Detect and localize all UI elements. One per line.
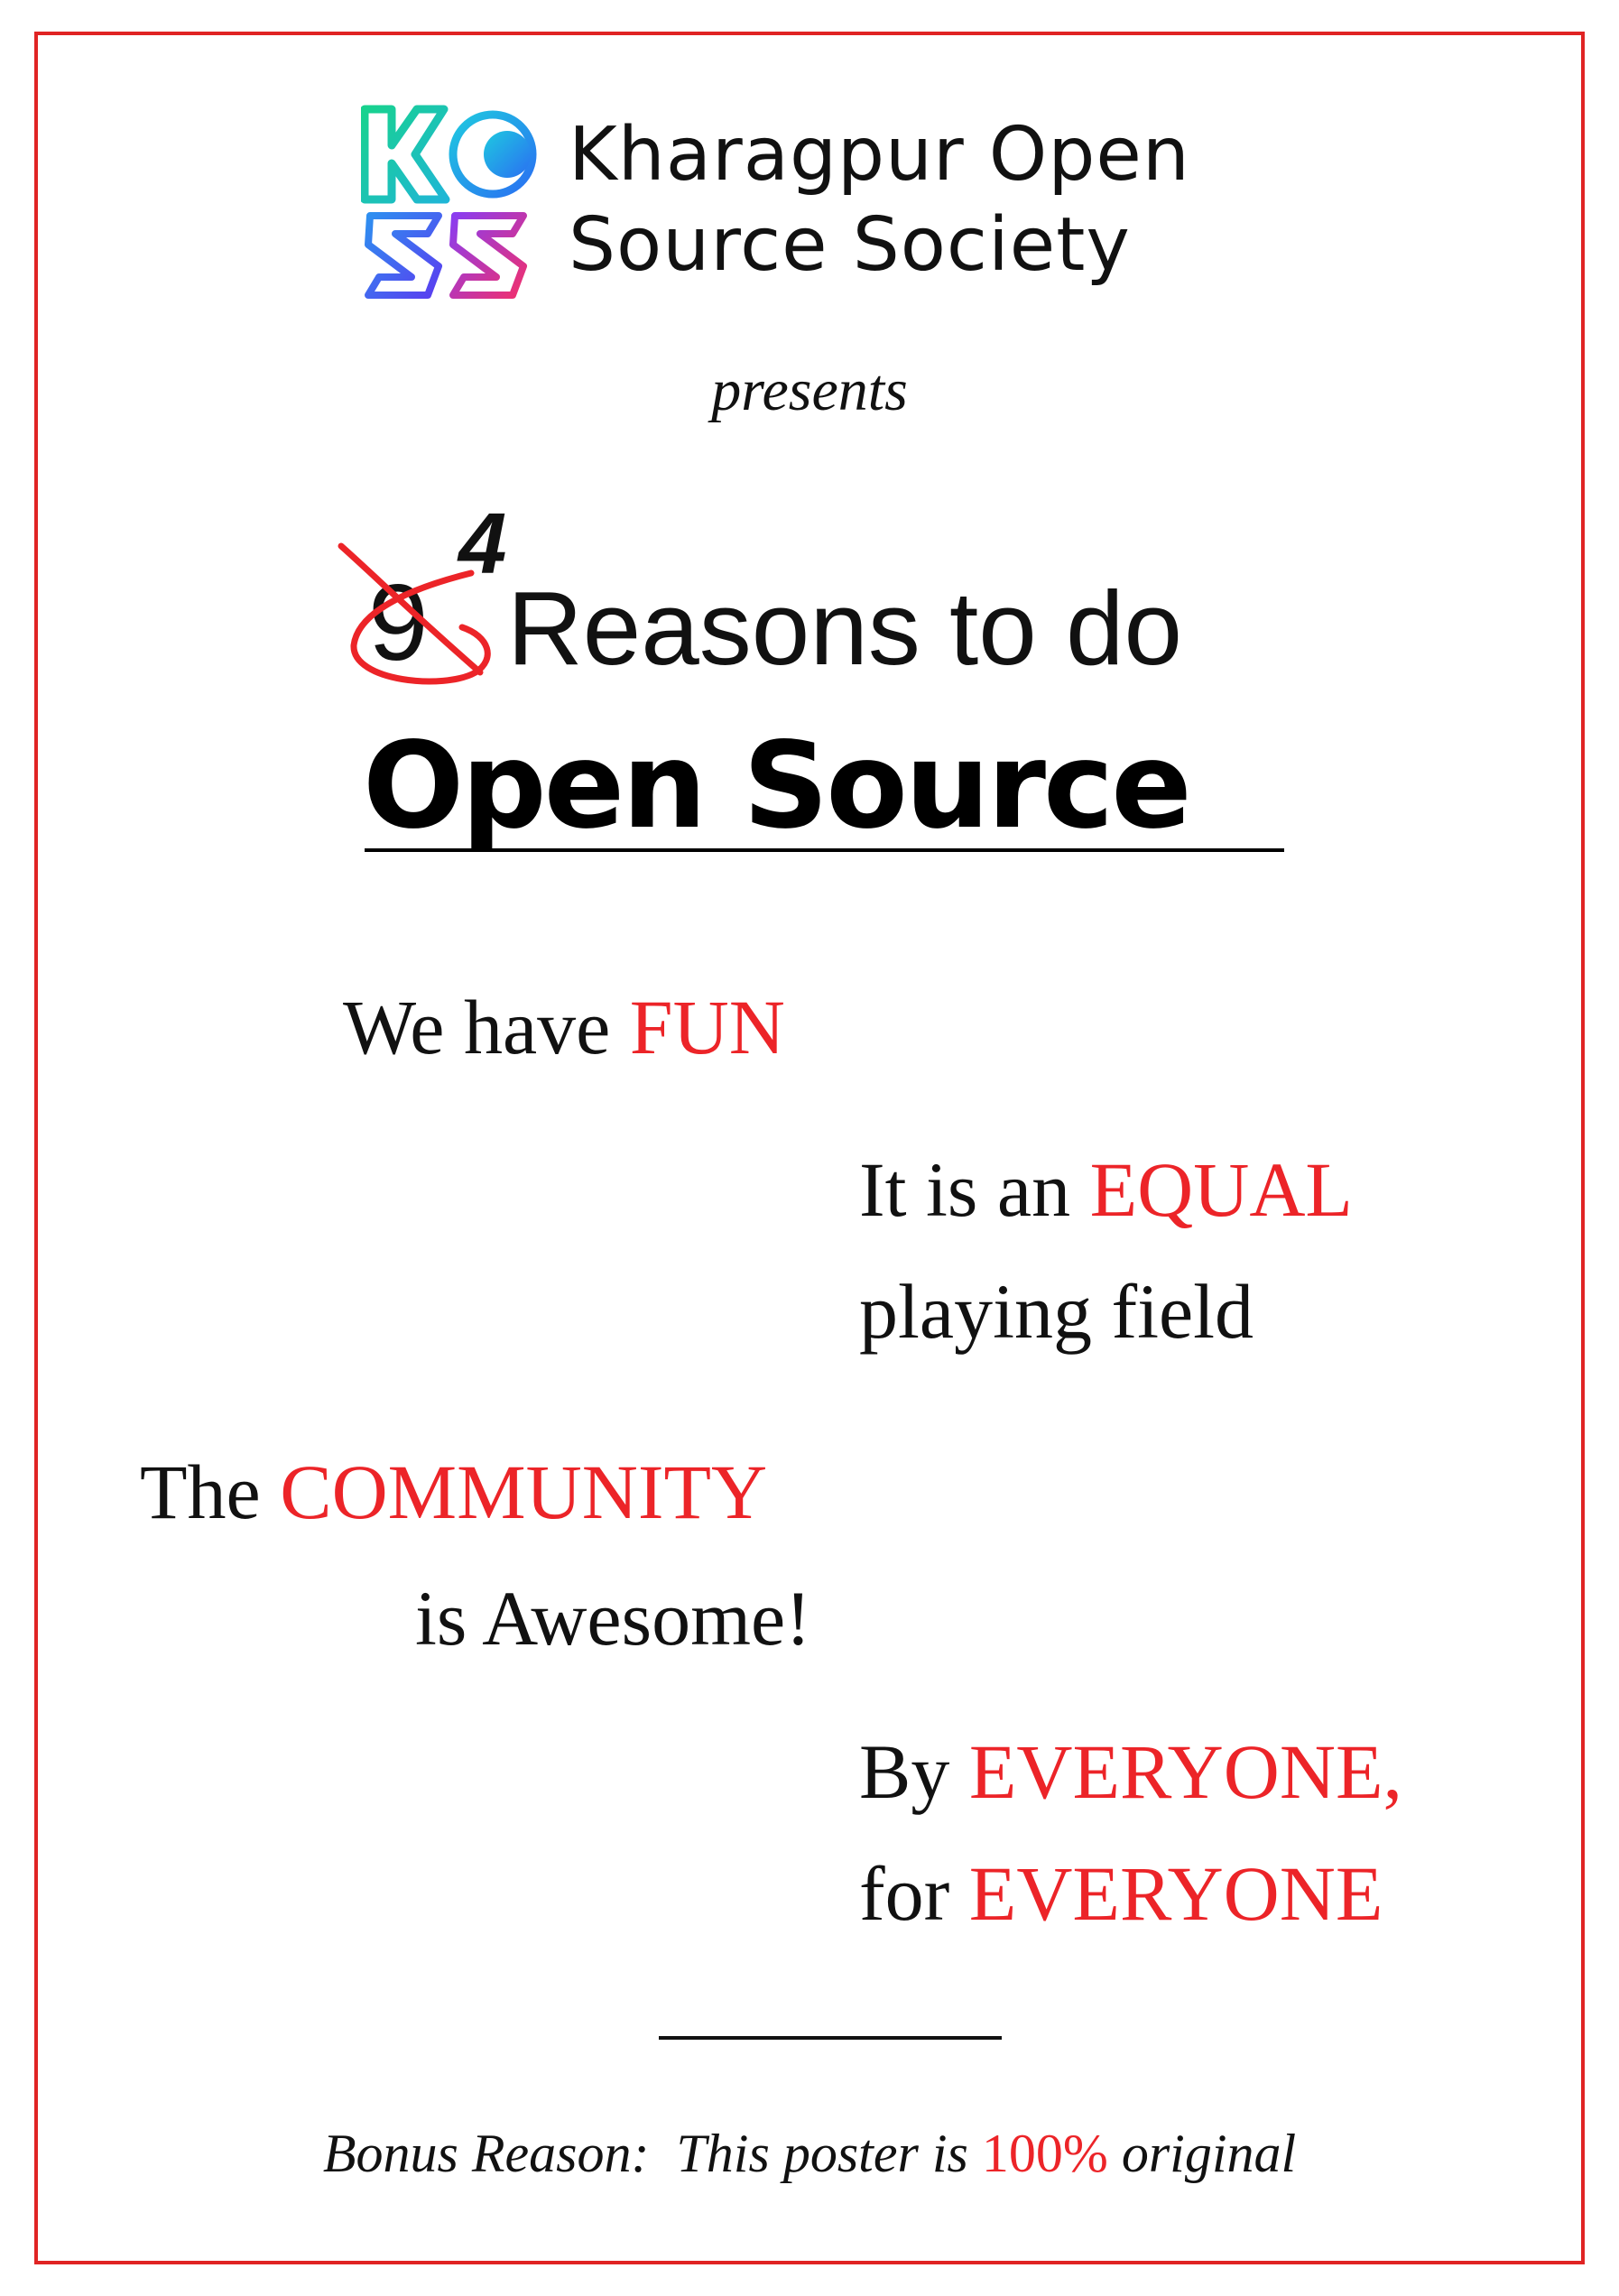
title-open-source: Open Source bbox=[363, 717, 1192, 856]
org-name: Kharagpur Open Source Society bbox=[569, 110, 1190, 291]
reason-everyone-line2: for EVERYONE bbox=[859, 1850, 1383, 1937]
reason-everyone-line1: By EVERYONE, bbox=[859, 1728, 1403, 1815]
koss-logo bbox=[361, 105, 537, 299]
title-reasons: Reasons to do bbox=[507, 569, 1183, 687]
reason-equal-line2: playing field bbox=[859, 1268, 1254, 1355]
reason-fun: We have FUN bbox=[343, 984, 785, 1070]
reason-community-line1: The COMMUNITY bbox=[140, 1449, 768, 1535]
org-name-line1: Kharagpur Open bbox=[569, 112, 1190, 198]
reason-community-line2: is Awesome! bbox=[415, 1575, 811, 1662]
title-underline bbox=[365, 848, 1284, 852]
reason-equal-line1: It is an EQUAL bbox=[859, 1146, 1353, 1233]
strike-mark bbox=[338, 542, 491, 685]
new-number: 4 bbox=[458, 495, 507, 592]
org-name-line2: Source Society bbox=[569, 202, 1131, 288]
separator-line bbox=[659, 2036, 1002, 2040]
poster-frame bbox=[34, 32, 1585, 2264]
bonus-reason: Bonus Reason: This poster is 100% origin… bbox=[322, 2124, 1297, 2183]
presents-text: presents bbox=[711, 357, 908, 423]
